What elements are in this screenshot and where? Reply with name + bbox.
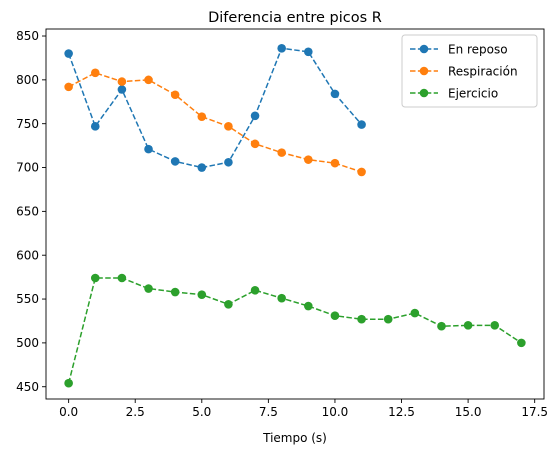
x-tick-label: 15.0 <box>455 405 482 419</box>
y-tick-label: 700 <box>16 161 39 175</box>
x-tick-label: 7.5 <box>259 405 278 419</box>
series-0 <box>64 44 366 172</box>
data-point <box>171 90 180 99</box>
data-point <box>277 44 286 53</box>
x-tick-label: 0.0 <box>59 405 78 419</box>
x-tick-label: 17.5 <box>521 405 548 419</box>
data-point <box>464 321 473 330</box>
y-axis: 450 500 550 600 650 700 750 800 850 <box>16 29 46 394</box>
data-point <box>91 122 100 131</box>
series-1 <box>64 69 366 177</box>
series-2 <box>64 274 525 388</box>
data-point <box>251 286 260 295</box>
legend-marker <box>420 45 429 54</box>
data-point <box>171 288 180 297</box>
data-point <box>304 155 313 164</box>
series-line <box>69 48 362 167</box>
data-point <box>251 112 260 121</box>
data-point <box>251 140 260 149</box>
data-point <box>224 158 233 167</box>
data-point <box>144 76 153 85</box>
data-point <box>517 339 526 348</box>
x-axis: 0.0 2.5 5.0 7.5 10.0 12.5 15.0 17.5 <box>59 399 548 419</box>
data-point <box>64 83 73 92</box>
data-point <box>144 145 153 154</box>
data-point <box>357 168 366 177</box>
data-point <box>490 321 499 330</box>
chart-title: Diferencia entre picos R <box>208 10 382 26</box>
series-line <box>69 278 522 383</box>
data-point <box>331 311 340 320</box>
legend-marker <box>420 67 429 76</box>
legend-marker <box>420 89 429 98</box>
data-point <box>91 69 100 78</box>
data-point <box>118 85 127 94</box>
data-point <box>224 300 233 309</box>
y-tick-label: 850 <box>16 29 39 43</box>
data-point <box>437 322 446 331</box>
x-axis-label: Tiempo (s) <box>262 431 327 445</box>
data-point <box>91 274 100 283</box>
y-tick-label: 650 <box>16 205 39 219</box>
data-point <box>64 49 73 58</box>
data-point <box>331 159 340 168</box>
data-point <box>197 163 206 172</box>
x-tick-label: 12.5 <box>388 405 415 419</box>
data-point <box>277 148 286 157</box>
legend-label: Respiración <box>448 64 518 78</box>
data-point <box>331 90 340 99</box>
y-tick-label: 600 <box>16 248 39 262</box>
data-point <box>197 112 206 121</box>
data-point <box>144 284 153 293</box>
y-tick-label: 750 <box>16 117 39 131</box>
series-line <box>69 73 362 172</box>
data-point <box>118 274 127 283</box>
data-point <box>197 290 206 299</box>
data-point <box>411 309 420 318</box>
data-point <box>118 77 127 86</box>
data-point <box>171 157 180 166</box>
data-point <box>304 302 313 311</box>
data-point <box>357 120 366 129</box>
data-point <box>357 315 366 324</box>
data-point <box>224 122 233 131</box>
legend: En reposo Respiración Ejercicio <box>402 35 537 107</box>
x-tick-label: 10.0 <box>322 405 349 419</box>
legend-label: Ejercicio <box>448 86 498 100</box>
y-tick-label: 450 <box>16 380 39 394</box>
y-tick-label: 550 <box>16 292 39 306</box>
data-point <box>64 379 73 388</box>
data-point <box>304 47 313 56</box>
legend-label: En reposo <box>448 42 508 56</box>
data-point <box>384 315 393 324</box>
x-tick-label: 2.5 <box>126 405 145 419</box>
y-tick-label: 800 <box>16 73 39 87</box>
x-tick-label: 5.0 <box>192 405 211 419</box>
data-point <box>277 294 286 303</box>
y-tick-label: 500 <box>16 336 39 350</box>
